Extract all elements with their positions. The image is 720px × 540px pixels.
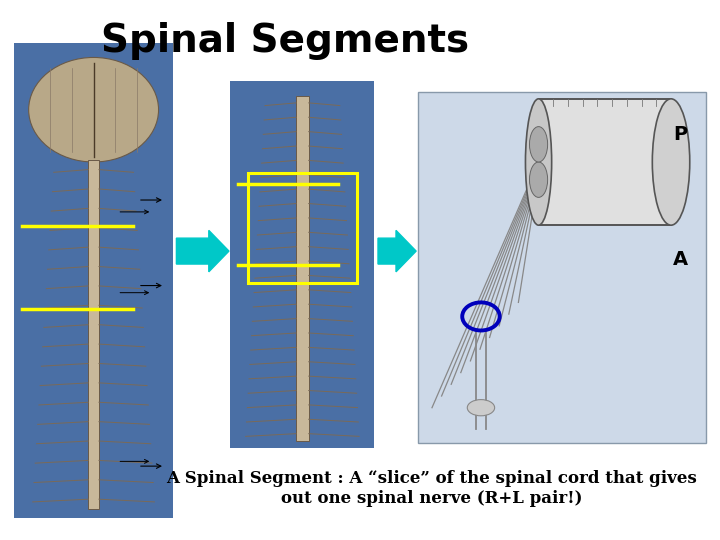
FancyArrow shape bbox=[176, 231, 229, 272]
Bar bbox=[539, 99, 671, 225]
Text: A Spinal Segment : A “slice” of the spinal cord that gives
out one spinal nerve : A Spinal Segment : A “slice” of the spin… bbox=[166, 470, 698, 507]
Ellipse shape bbox=[652, 99, 690, 225]
Bar bbox=[296, 96, 309, 441]
Bar bbox=[230, 81, 374, 448]
Text: Spinal Segments: Spinal Segments bbox=[101, 22, 469, 59]
Bar bbox=[418, 92, 706, 443]
Ellipse shape bbox=[529, 126, 548, 162]
Bar bbox=[248, 173, 357, 283]
Text: A: A bbox=[672, 249, 688, 269]
Ellipse shape bbox=[526, 99, 552, 225]
Bar bbox=[89, 160, 99, 509]
Ellipse shape bbox=[529, 162, 548, 198]
Ellipse shape bbox=[467, 400, 495, 416]
Text: P: P bbox=[673, 125, 688, 145]
Bar bbox=[14, 43, 173, 518]
Ellipse shape bbox=[29, 57, 158, 162]
FancyArrow shape bbox=[378, 231, 416, 272]
